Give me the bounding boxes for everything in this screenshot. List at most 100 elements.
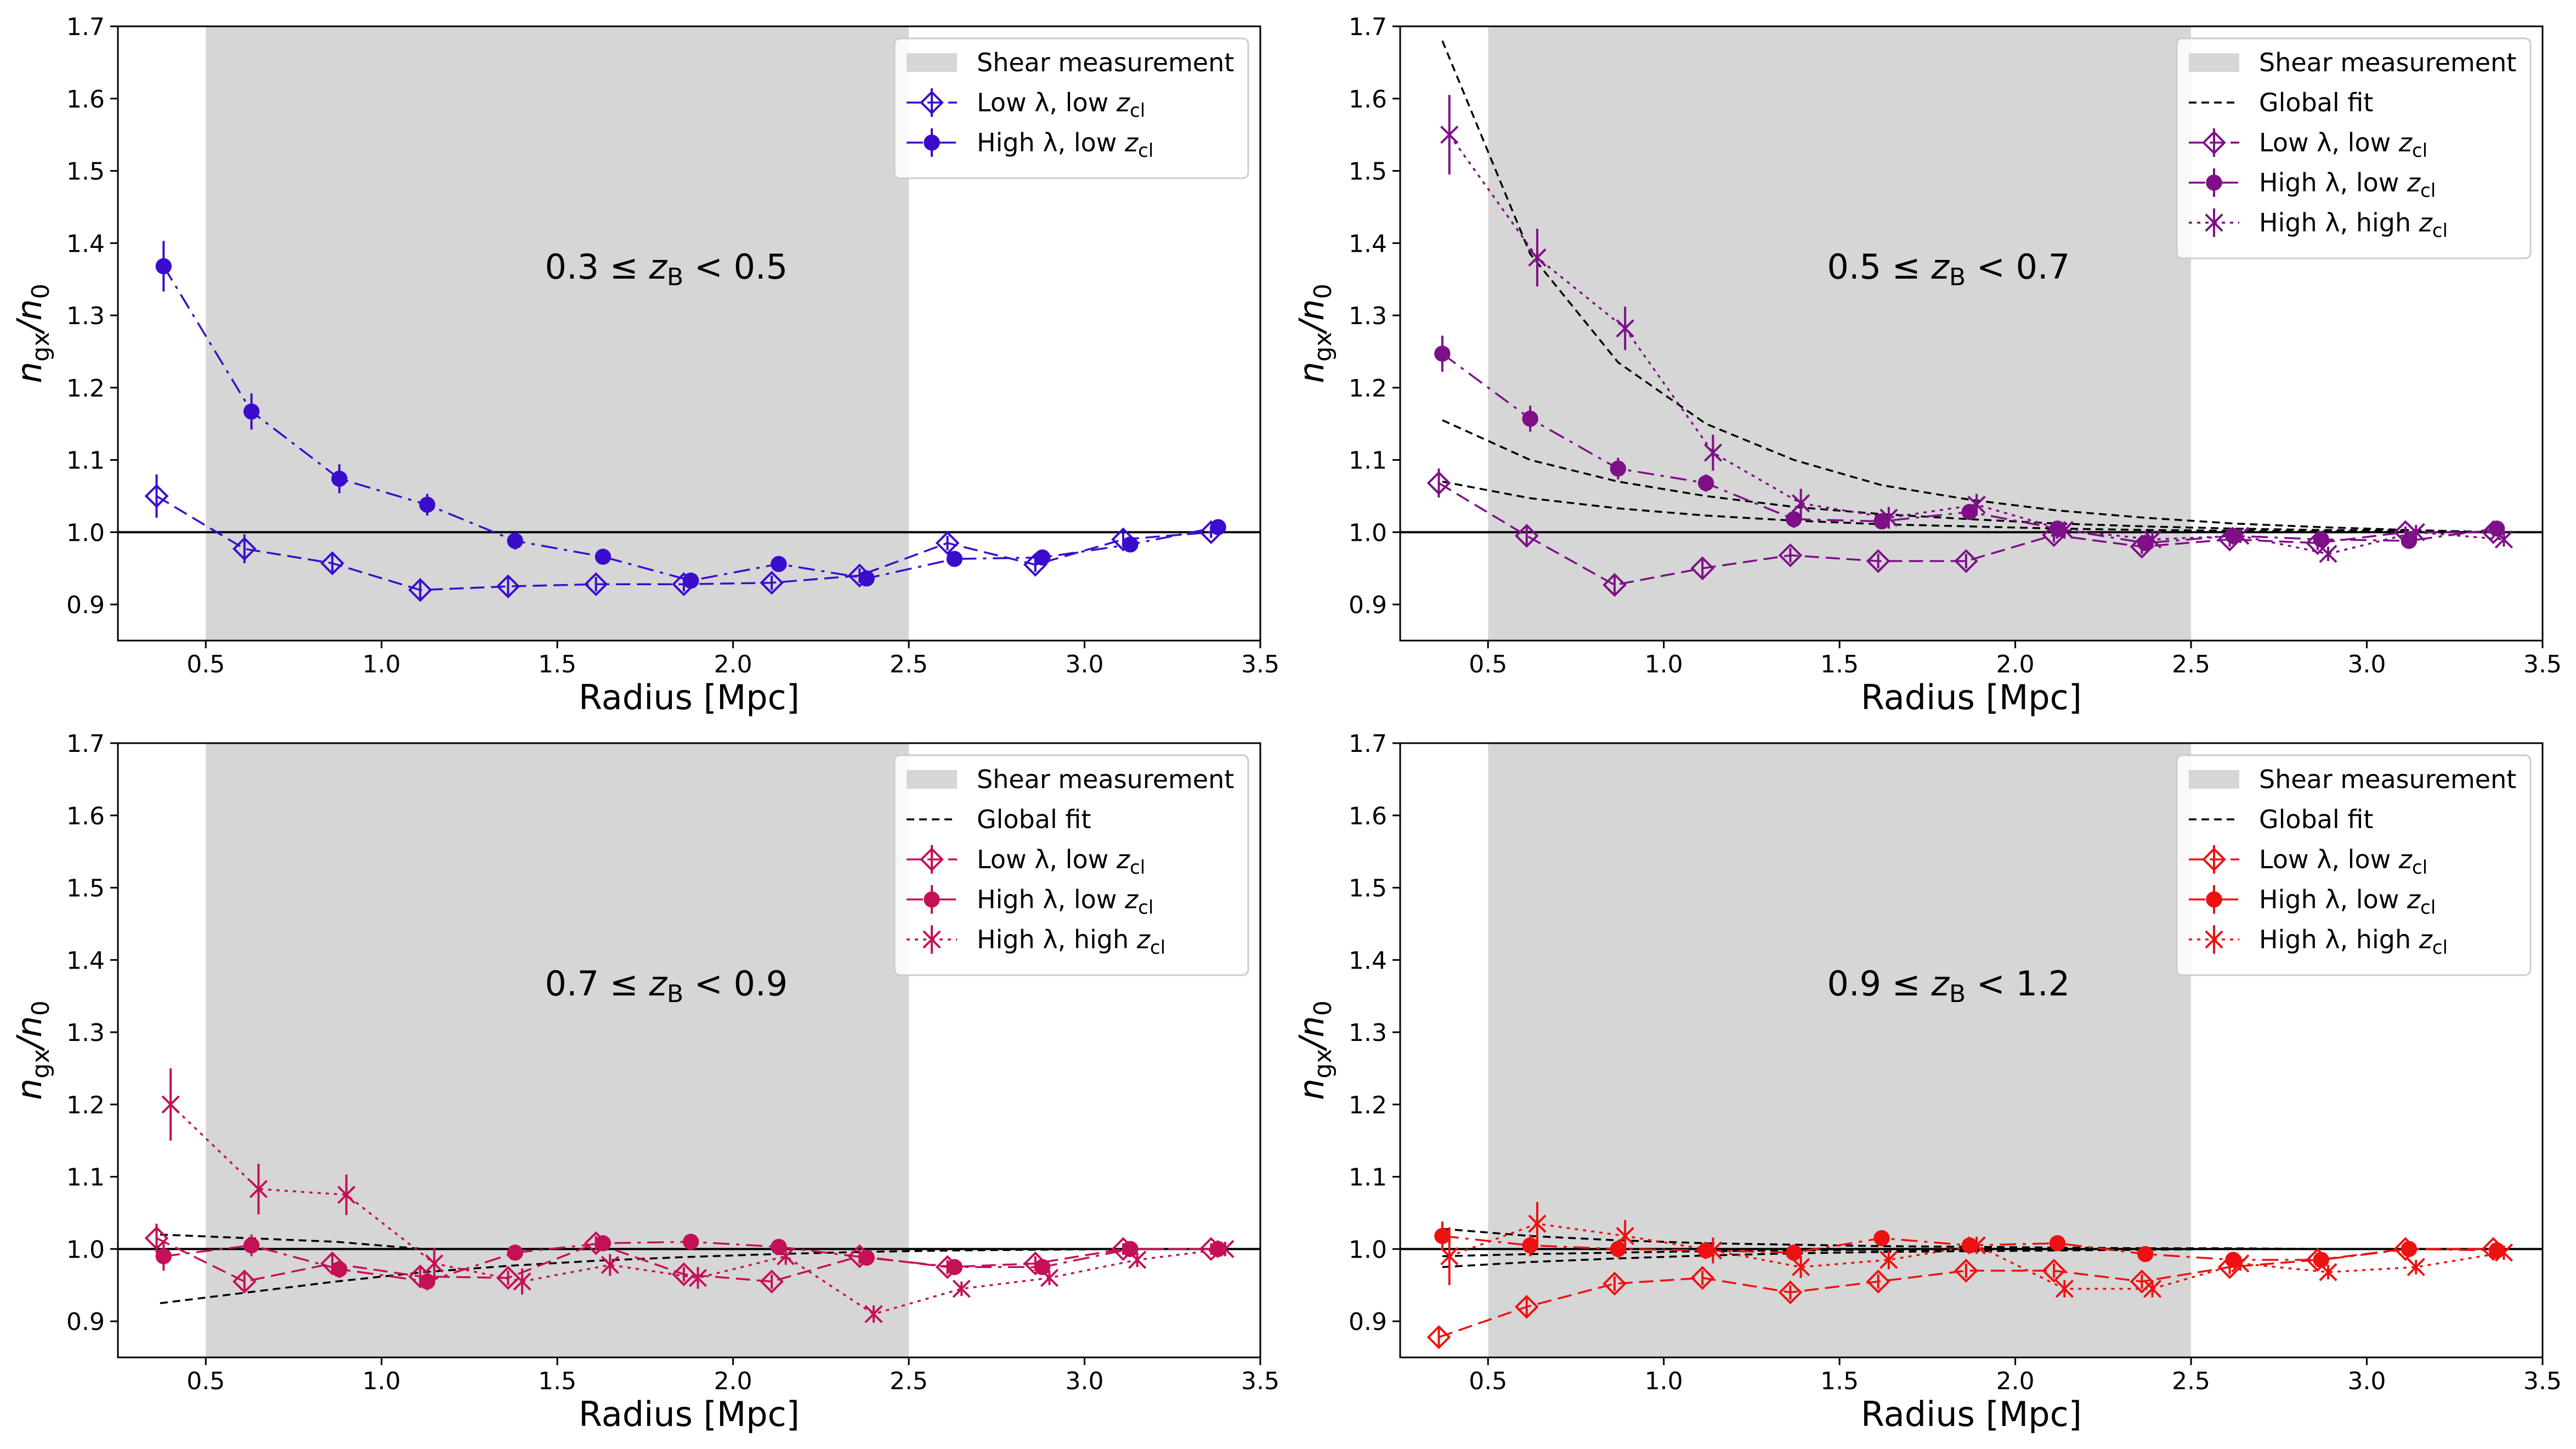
data-point xyxy=(320,551,344,575)
data-point xyxy=(1778,1280,1803,1305)
plot-area xyxy=(1400,26,2543,641)
legend-swatch-marker xyxy=(2205,213,2223,232)
data-point xyxy=(2143,1280,2162,1298)
x-tick-label: 2.0 xyxy=(714,650,752,678)
x-tick-label: 0.5 xyxy=(186,650,225,678)
data-point xyxy=(1967,495,1986,514)
data-point xyxy=(1954,549,1978,573)
data-point xyxy=(419,1273,435,1290)
legend-swatch-shear xyxy=(2189,770,2239,789)
series-3 xyxy=(1440,95,2513,563)
y-tick-label: 1.0 xyxy=(66,1236,105,1264)
legend: Shear measurement Global fit Low λ, low zc… xyxy=(893,754,1249,976)
data-point xyxy=(1967,1236,1986,1255)
y-axis-label: ngx/n0 xyxy=(1292,284,1337,383)
legend-swatch-marker xyxy=(922,930,941,949)
data-point xyxy=(1866,549,1890,573)
data-point xyxy=(144,484,169,508)
data-point xyxy=(1616,1227,1634,1246)
data-point xyxy=(1792,1258,1810,1276)
legend-swatch-marker xyxy=(2206,891,2222,908)
data-point xyxy=(155,258,172,275)
x-tick-label: 0.5 xyxy=(186,1367,225,1395)
data-point xyxy=(1603,573,1627,597)
legend-entry-label: Low λ, low zcl xyxy=(2259,128,2427,162)
data-point xyxy=(1440,126,1459,144)
data-point xyxy=(760,570,784,595)
data-point xyxy=(777,1247,795,1266)
data-point xyxy=(2407,1258,2425,1276)
data-point xyxy=(2313,1252,2329,1268)
legend-entry-label: High λ, high zcl xyxy=(977,925,1165,959)
y-tick-label: 1.4 xyxy=(66,230,105,258)
legend-entry-label: High λ, high zcl xyxy=(2259,925,2448,959)
data-point xyxy=(425,1254,444,1273)
x-tick-label: 2.5 xyxy=(890,650,928,678)
data-point xyxy=(1128,1250,1147,1269)
y-tick-label: 1.1 xyxy=(66,1164,105,1192)
legend-swatch-shear xyxy=(907,53,957,72)
legend-entry-label: Shear measurement xyxy=(977,765,1234,794)
data-point xyxy=(1603,1271,1627,1296)
redshift-bin-label: 0.9 ≤ zB < 1.2 xyxy=(1827,964,2070,1008)
x-tick-label: 1.0 xyxy=(363,1367,401,1395)
legend-swatch-shear xyxy=(2189,53,2239,72)
data-point xyxy=(496,574,520,599)
x-tick-label: 2.0 xyxy=(1996,650,2035,678)
global-fit-line-2 xyxy=(160,1248,1215,1304)
x-tick-label: 1.0 xyxy=(1645,650,1683,678)
x-tick-label: 1.5 xyxy=(1820,650,1859,678)
data-point xyxy=(1426,471,1451,495)
data-point xyxy=(1873,1230,1890,1247)
x-tick-label: 3.5 xyxy=(2523,1367,2562,1395)
legend: Shear measurement Low λ, low zcl High λ, l… xyxy=(893,37,1249,179)
data-point xyxy=(1440,1247,1459,1266)
x-axis-label: Radius [Mpc] xyxy=(579,677,800,717)
data-point xyxy=(1034,549,1051,566)
data-point xyxy=(760,1269,784,1294)
data-point xyxy=(2055,1280,2074,1298)
x-axis-label: Radius [Mpc] xyxy=(1861,1394,2082,1434)
legend-swatch-marker xyxy=(924,891,940,908)
data-point xyxy=(249,1180,268,1198)
x-tick-label: 3.0 xyxy=(2348,1367,2386,1395)
y-tick-label: 1.2 xyxy=(1349,375,1387,403)
y-tick-label: 1.2 xyxy=(1349,1091,1387,1119)
y-tick-label: 1.2 xyxy=(66,375,105,403)
legend-entry-label: High λ, low zcl xyxy=(977,128,1153,162)
x-tick-label: 0.5 xyxy=(1469,1367,1507,1395)
y-tick-label: 1.4 xyxy=(1349,947,1387,975)
x-tick-label: 3.5 xyxy=(1241,1367,1279,1395)
legend-entry-label: Shear measurement xyxy=(2259,765,2516,794)
data-point xyxy=(1690,556,1715,581)
chart-panel-3: 0.5 1.0 1.5 2.0 2.5 3.0 3.5 0.9 1.0 1.1 1.2 1.3 1.4 1… xyxy=(9,730,1279,1434)
data-point xyxy=(1210,519,1226,535)
redshift-bin-label: 0.7 ≤ zB < 0.9 xyxy=(545,964,788,1008)
legend-swatch-marker xyxy=(2206,174,2222,191)
data-point xyxy=(1216,1239,1235,1258)
x-tick-label: 2.0 xyxy=(714,1367,752,1395)
data-point xyxy=(1610,460,1627,477)
data-point xyxy=(2231,1254,2250,1273)
data-point xyxy=(1034,1259,1051,1275)
plot-area xyxy=(1400,743,2543,1357)
data-point xyxy=(2401,533,2418,549)
y-tick-label: 1.1 xyxy=(66,447,105,475)
legend-entry-label: Shear measurement xyxy=(977,48,1234,77)
legend-entry-label: Low λ, low zcl xyxy=(977,845,1145,879)
data-point xyxy=(1879,1250,1898,1269)
y-tick-label: 1.5 xyxy=(66,875,105,903)
legend-swatch-marker xyxy=(920,90,944,115)
y-tick-label: 1.5 xyxy=(66,158,105,186)
x-tick-label: 1.5 xyxy=(538,650,576,678)
axes-frame xyxy=(117,25,1261,642)
data-point xyxy=(408,578,433,602)
legend-entry-label: Low λ, low zcl xyxy=(977,88,1145,122)
y-tick-label: 0.9 xyxy=(66,1308,105,1336)
data-point xyxy=(688,1269,707,1287)
y-tick-label: 0.9 xyxy=(66,591,105,619)
data-point xyxy=(601,1255,619,1274)
data-point xyxy=(1522,1237,1538,1254)
data-point xyxy=(243,403,260,420)
x-tick-label: 1.5 xyxy=(1820,1367,1859,1395)
